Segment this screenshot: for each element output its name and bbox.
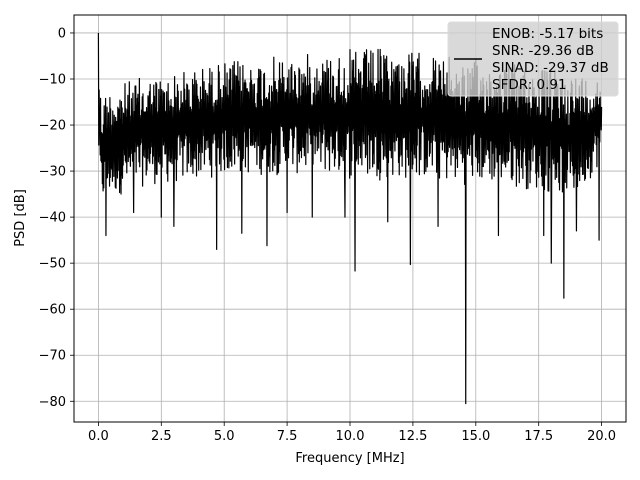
x-tick-label: 0.0: [88, 429, 109, 444]
x-tick-label: 17.5: [524, 429, 553, 444]
x-tick-label: 5.0: [214, 429, 235, 444]
y-tick-label: −60: [39, 303, 66, 318]
x-tick-label: 15.0: [461, 429, 490, 444]
x-axis-label: Frequency [MHz]: [295, 451, 404, 466]
y-tick-label: −40: [39, 211, 66, 226]
y-tick-label: −80: [39, 395, 66, 410]
psd-series-line: [97, 32, 603, 405]
x-axis-ticks: 0.0 2.5 5.0 7.5 10.0 12.5 15.0 17.5 20.0: [88, 422, 616, 444]
x-tick-label: 10.0: [336, 429, 365, 444]
x-tick-label: 12.5: [398, 429, 427, 444]
x-tick-label: 2.5: [151, 429, 172, 444]
legend-entry-sfdr: SFDR: 0.91: [492, 77, 567, 93]
legend-box: [447, 21, 619, 97]
y-tick-label: −50: [39, 257, 66, 272]
legend-entry-enob: ENOB: -5.17 bits: [492, 26, 603, 42]
y-tick-label: 0: [58, 26, 66, 41]
x-tick-label: 7.5: [277, 429, 298, 444]
legend: ENOB: -5.17 bits SNR: -29.36 dB SINAD: -…: [447, 21, 619, 97]
y-tick-label: −10: [39, 72, 66, 87]
y-axis-label: PSD [dB]: [13, 189, 28, 247]
legend-entry-sinad: SINAD: -29.37 dB: [492, 60, 609, 76]
legend-entry-snr: SNR: -29.36 dB: [492, 43, 594, 59]
y-axis-ticks: 0 −10 −20 −30 −40 −50 −60 −70 −80: [39, 26, 74, 410]
x-tick-label: 20.0: [587, 429, 616, 444]
y-tick-label: −70: [39, 349, 66, 364]
series-psd: [97, 32, 603, 405]
y-tick-label: −30: [39, 165, 66, 180]
y-tick-label: −20: [39, 119, 66, 134]
